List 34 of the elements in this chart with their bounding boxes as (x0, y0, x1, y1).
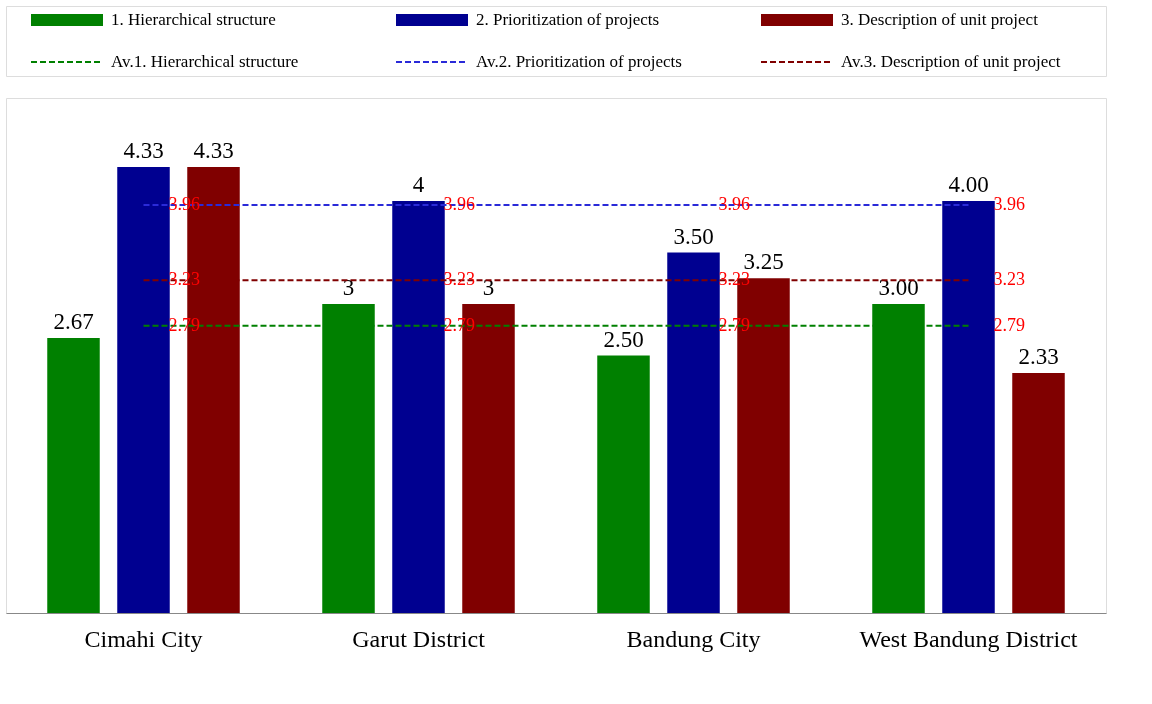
bar (392, 201, 445, 613)
x-tick-label: Cimahi City (84, 625, 203, 652)
bar (47, 337, 100, 613)
data-label: 4.33 (193, 138, 234, 164)
data-label: 2.79 (168, 314, 200, 335)
bar (667, 252, 720, 613)
bar (597, 355, 650, 613)
legend-label: 2. Prioritization of projects (476, 10, 660, 29)
x-tick-label: Garut District (352, 625, 486, 652)
data-label: 4.33 (123, 138, 164, 164)
legend-label: 1. Hierarchical structure (111, 10, 276, 29)
legend-label: Av.2. Prioritization of projects (476, 52, 682, 71)
data-label: 3.96 (443, 194, 475, 215)
x-tick-label: West Bandung District (859, 625, 1078, 652)
data-label: 2.79 (718, 314, 750, 335)
legend-label: 3. Description of unit project (841, 10, 1039, 29)
x-tick-label: Bandung City (626, 625, 761, 652)
data-label: 3.50 (673, 223, 714, 249)
data-label: 3.96 (718, 194, 750, 215)
data-label: 4.00 (948, 172, 989, 197)
data-label: 2.33 (1018, 344, 1059, 370)
legend-label: Av.3. Description of unit project (841, 52, 1061, 71)
data-label: 3.96 (168, 194, 200, 215)
data-label: 2.79 (443, 314, 475, 335)
legend-label: Av.1. Hierarchical structure (111, 52, 299, 71)
data-label: 3.23 (168, 269, 200, 290)
bar (117, 167, 170, 613)
bar (1012, 373, 1065, 613)
data-label: 4 (412, 172, 425, 197)
bar (942, 201, 995, 613)
data-label: 2.50 (603, 326, 644, 352)
data-label: 3.96 (993, 194, 1025, 215)
data-label: 2.67 (53, 308, 94, 334)
data-label: 3 (342, 275, 355, 300)
